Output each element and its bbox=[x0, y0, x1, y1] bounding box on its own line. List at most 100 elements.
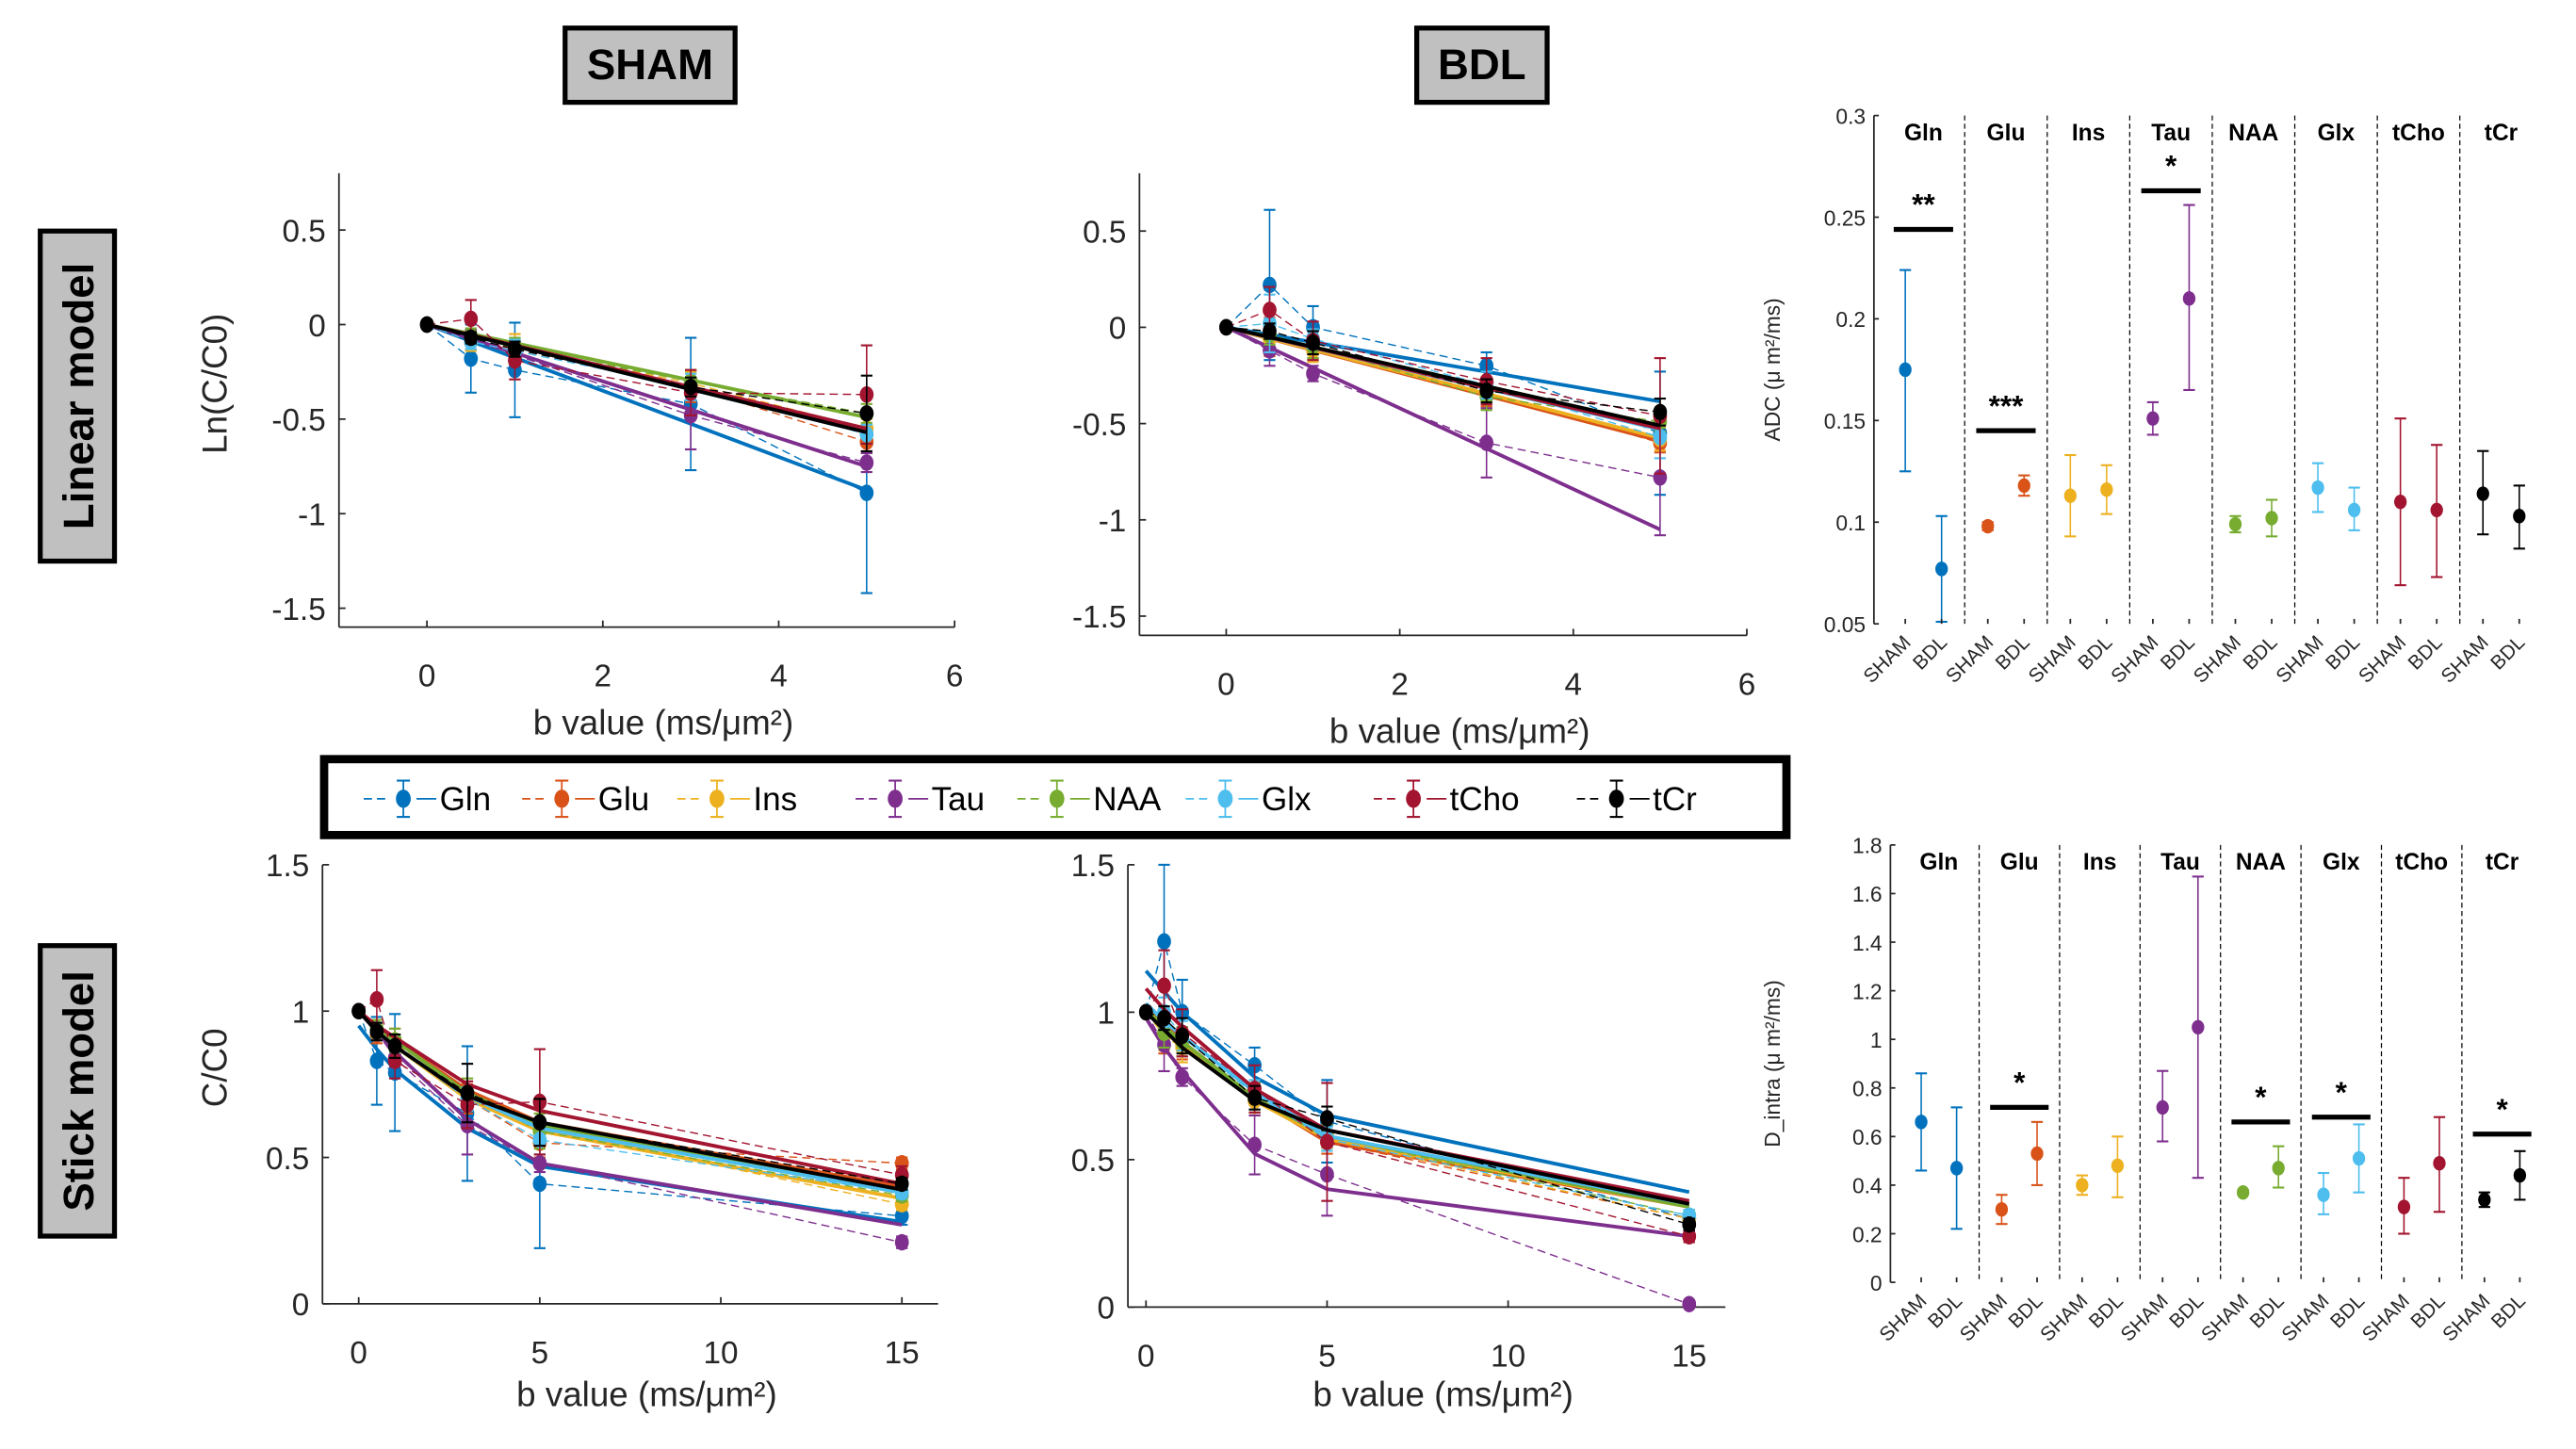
group-title: Gln bbox=[1904, 121, 1943, 146]
data-point bbox=[1263, 276, 1277, 294]
data-point bbox=[464, 310, 479, 328]
legend-item-tcho: tCho bbox=[1374, 779, 1520, 819]
fit-line-gln bbox=[357, 1024, 903, 1224]
data-point-bdl bbox=[2513, 509, 2526, 524]
data-point-sham bbox=[1995, 1202, 2009, 1217]
data-line-glx bbox=[358, 1010, 903, 1194]
y-tick-label: 1 bbox=[292, 995, 310, 1030]
legend-item-ins: Ins bbox=[677, 779, 797, 819]
y-tick-label: -1 bbox=[298, 497, 326, 532]
column-title-bdl-text: BDL bbox=[1438, 41, 1526, 89]
x-tick-label: 0 bbox=[350, 1336, 367, 1371]
data-point-sham bbox=[2317, 1187, 2330, 1202]
chart-dintra: 1.8 1.6 1.4 1.2 1 0.8 0.6 0.4 0.2 0 D_intra (μ m²/… bbox=[1760, 834, 2532, 1346]
data-line-gln bbox=[358, 1010, 903, 1217]
data-point bbox=[1263, 322, 1277, 340]
y-tick-label: 0 bbox=[1109, 312, 1127, 347]
y-tick-label: 1 bbox=[1098, 997, 1116, 1032]
column-title-sham: SHAM bbox=[562, 25, 738, 106]
x-axis-label: b value (ms/μm²) bbox=[1312, 1375, 1573, 1413]
group-title: Glx bbox=[2318, 121, 2356, 146]
group-title: tCho bbox=[2395, 850, 2448, 875]
data-point bbox=[460, 1084, 475, 1101]
fit-line-tau bbox=[357, 1009, 903, 1227]
y-tick-label: 1.2 bbox=[1852, 979, 1883, 1003]
data-line-tcho bbox=[427, 317, 867, 396]
x-tick-label: 4 bbox=[1565, 667, 1583, 702]
y-tick-label: 0.2 bbox=[1852, 1222, 1883, 1246]
legend-marker bbox=[1217, 790, 1233, 808]
x-tick-label: 5 bbox=[1318, 1339, 1336, 1374]
data-point bbox=[532, 1154, 547, 1172]
x-tick-label: SHAM bbox=[2355, 631, 2410, 687]
x-tick-label: 15 bbox=[1671, 1339, 1706, 1374]
x-tick-label: 5 bbox=[531, 1336, 549, 1371]
chart-stick-bdl: 1.5 1 0.5 00 5 10 15 b value (ms/μm²) bbox=[1071, 849, 1726, 1413]
x-tick-label: 2 bbox=[1391, 667, 1409, 702]
data-point bbox=[1157, 1009, 1171, 1027]
x-tick-label: 10 bbox=[704, 1336, 739, 1371]
significance-stars: * bbox=[2014, 1066, 2026, 1099]
y-tick-label: 0 bbox=[1098, 1292, 1116, 1327]
y-tick-label: 0.5 bbox=[1071, 1144, 1115, 1179]
legend-item-glx: Glx bbox=[1185, 779, 1312, 819]
data-point bbox=[387, 1037, 402, 1055]
group-title: tCr bbox=[2486, 850, 2519, 875]
y-tick-label: 1 bbox=[1870, 1028, 1883, 1052]
data-point-sham bbox=[2397, 1199, 2411, 1214]
significance-stars: * bbox=[2165, 149, 2177, 183]
data-point-sham bbox=[2236, 1184, 2250, 1200]
y-tick-label: 0.2 bbox=[1835, 307, 1866, 332]
legend-label: Ins bbox=[753, 781, 797, 818]
data-point bbox=[894, 1207, 909, 1225]
data-point bbox=[369, 1052, 384, 1069]
group-title: tCr bbox=[2485, 121, 2519, 146]
y-tick-label: 0.6 bbox=[1852, 1125, 1883, 1149]
y-tick-label: 1.8 bbox=[1852, 834, 1883, 858]
data-point-sham bbox=[2393, 494, 2407, 510]
data-line-tcr bbox=[426, 323, 867, 415]
significance-stars: * bbox=[2336, 1075, 2348, 1109]
data-point bbox=[1138, 1003, 1153, 1021]
group-title: Glu bbox=[2000, 850, 2039, 875]
row-title-stick-text: Stick model bbox=[55, 970, 103, 1212]
data-point bbox=[387, 1052, 402, 1069]
group-title: Glx bbox=[2323, 850, 2360, 875]
x-tick-label: 6 bbox=[1738, 667, 1756, 702]
significance-stars: * bbox=[2496, 1092, 2508, 1126]
legend-marker bbox=[1049, 790, 1065, 808]
column-title-sham-text: SHAM bbox=[587, 41, 713, 89]
legend-label: Tau bbox=[932, 781, 985, 818]
fit-line-naa bbox=[357, 1009, 903, 1195]
legend-label: Glx bbox=[1262, 781, 1312, 818]
series-tcho bbox=[1219, 285, 1668, 475]
y-axis-label: Ln(C/C0) bbox=[196, 314, 235, 454]
x-axis-label: b value (ms/μm²) bbox=[1329, 711, 1590, 750]
data-point bbox=[1320, 1133, 1334, 1150]
data-point-sham bbox=[2311, 480, 2324, 496]
data-point-sham bbox=[2228, 516, 2242, 532]
y-tick-label: 0 bbox=[292, 1288, 310, 1323]
x-tick-label: 2 bbox=[595, 659, 612, 694]
row-title-linear: Linear model bbox=[38, 228, 118, 564]
y-tick-label: 0 bbox=[1870, 1271, 1883, 1295]
x-axis-label: b value (ms/μm²) bbox=[516, 1375, 777, 1413]
data-line-tcho bbox=[1145, 984, 1689, 1237]
chart-adc: 0.3 0.25 0.2 0.15 0.1 0.05 ADC (μ m²/ms) Gln SHA… bbox=[1760, 104, 2529, 687]
data-point-bdl bbox=[2265, 511, 2278, 526]
fit-line-glx bbox=[357, 1009, 903, 1195]
group-title: Gln bbox=[1919, 850, 1958, 875]
group-title: NAA bbox=[2236, 850, 2286, 875]
data-point-sham bbox=[2156, 1099, 2169, 1115]
group-title: Ins bbox=[2083, 850, 2116, 875]
fit-line-ins bbox=[1144, 1007, 1690, 1209]
data-point bbox=[1682, 1215, 1697, 1233]
data-point bbox=[1682, 1228, 1697, 1245]
x-tick-label: SHAM bbox=[2277, 1290, 2333, 1345]
